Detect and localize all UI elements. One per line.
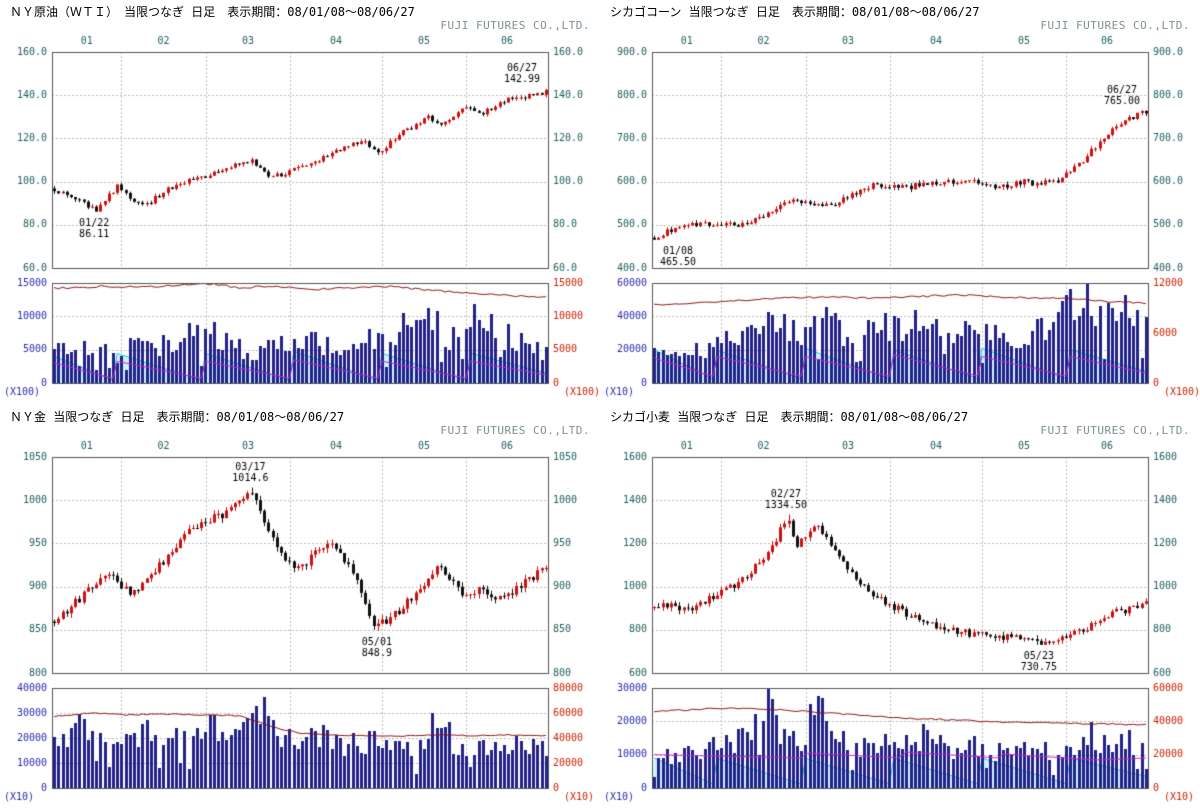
chart-cell-ny-gold: ＮＹ金 当限つなぎ 日足 表示期間：08/01/08～08/06/27 FUJI…: [0, 405, 600, 810]
chicago-corn-chart-canvas: [600, 0, 1200, 405]
chicago-wheat-chart-canvas: [600, 405, 1200, 810]
company-label: FUJI FUTURES CO.,LTD.: [1040, 19, 1190, 32]
ny-gold-chart-canvas: [0, 405, 600, 810]
chart-cell-chicago-corn: シカゴコーン 当限つなぎ 日足 表示期間：08/01/08～08/06/27 F…: [600, 0, 1200, 405]
chart-cell-chicago-wheat: シカゴ小麦 当限つなぎ 日足 表示期間：08/01/08～08/06/27 FU…: [600, 405, 1200, 810]
chart-title-ny-crude-oil: ＮＹ原油（ＷＴＩ） 当限つなぎ 日足 表示期間：08/01/08～08/06/2…: [10, 5, 415, 19]
chart-title-ny-gold: ＮＹ金 当限つなぎ 日足 表示期間：08/01/08～08/06/27: [10, 410, 345, 424]
chart-cell-ny-crude-oil: ＮＹ原油（ＷＴＩ） 当限つなぎ 日足 表示期間：08/01/08～08/06/2…: [0, 0, 600, 405]
chart-title-chicago-wheat: シカゴ小麦 当限つなぎ 日足 表示期間：08/01/08～08/06/27: [610, 410, 969, 424]
chart-title-chicago-corn: シカゴコーン 当限つなぎ 日足 表示期間：08/01/08～08/06/27: [610, 5, 980, 19]
ny-crude-oil-chart-canvas: [0, 0, 600, 405]
company-label: FUJI FUTURES CO.,LTD.: [440, 424, 590, 437]
company-label: FUJI FUTURES CO.,LTD.: [440, 19, 590, 32]
company-label: FUJI FUTURES CO.,LTD.: [1040, 424, 1190, 437]
